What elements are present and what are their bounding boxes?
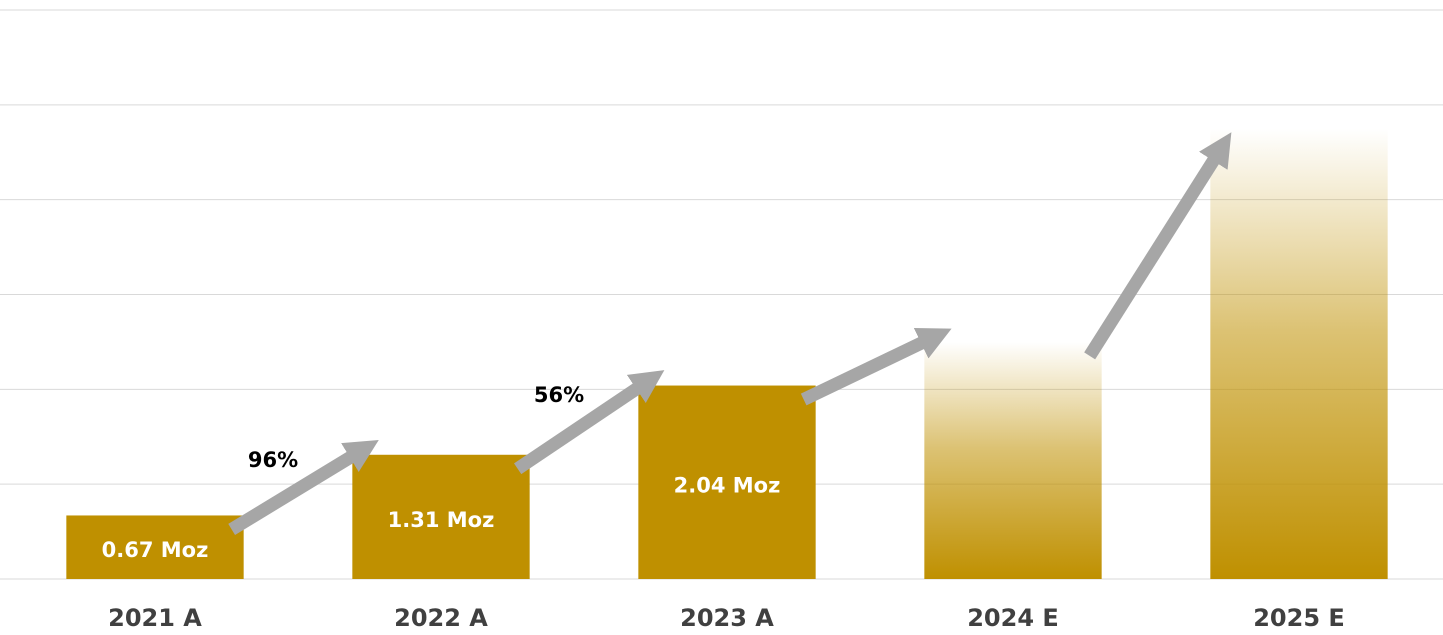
bar	[66, 515, 244, 579]
annotation: 96%	[248, 448, 298, 472]
value-label: 0.67 Moz	[102, 538, 209, 562]
value-label: 2.04 Moz	[674, 473, 781, 497]
x-tick-label: 2021 A	[108, 604, 202, 632]
growth-arrow	[514, 370, 665, 475]
growth-arrow	[228, 439, 379, 536]
value-label: 1.31 Moz	[388, 508, 495, 532]
x-tick-label: 2025 E	[1253, 604, 1345, 632]
growth-arrow	[1084, 132, 1232, 360]
bar	[352, 454, 530, 579]
growth-arrow	[800, 327, 952, 406]
bar	[924, 341, 1102, 579]
bar	[638, 385, 816, 579]
x-tick-label: 2023 A	[680, 604, 774, 632]
x-tick-label: 2024 E	[967, 604, 1059, 632]
annotation: 56%	[534, 383, 584, 407]
x-tick-label: 2022 A	[394, 604, 488, 632]
bar	[1210, 128, 1388, 579]
